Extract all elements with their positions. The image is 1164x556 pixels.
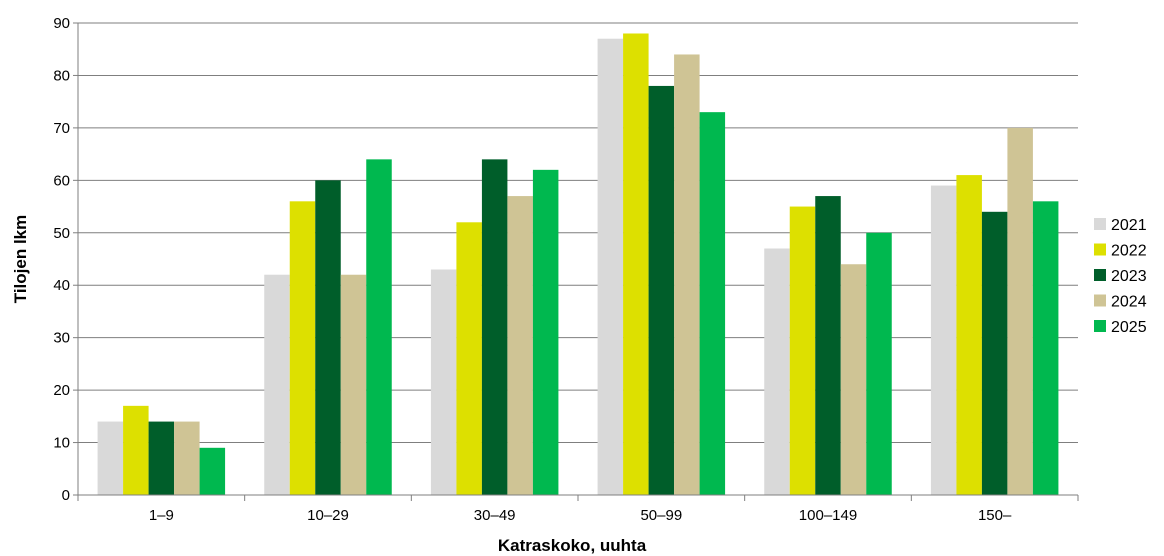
bar-2025-30–49	[532, 169, 559, 495]
y-tick-label: 0	[62, 487, 70, 504]
legend-label: 2024	[1111, 294, 1147, 311]
legend-swatch	[1094, 243, 1106, 256]
bar-2022-100–149	[789, 206, 816, 496]
bar-2023-100–149	[815, 196, 841, 496]
x-tick-label: 50–99	[640, 507, 682, 524]
y-tick-labels: 0 10 20 30 40 50 60 70 80 90	[53, 15, 70, 504]
bar-2024-30–49	[507, 196, 533, 496]
x-tick-label: 10–29	[307, 507, 349, 524]
bar-2021-10–29	[264, 274, 290, 495]
bar-2022-10–29	[289, 201, 316, 496]
axes	[73, 22, 1079, 501]
bar-2022-150–	[956, 175, 982, 496]
bar-2021-30–49	[430, 269, 457, 495]
y-tick-label: 50	[53, 225, 70, 242]
legend-swatch	[1094, 294, 1106, 307]
legend-swatch	[1094, 269, 1106, 281]
y-tick-label: 10	[53, 435, 70, 452]
y-tick-label: 70	[53, 120, 70, 137]
bar-2025-100–149	[866, 232, 892, 495]
bar-2023-50–99	[648, 85, 675, 495]
bar-2025-50–99	[699, 112, 726, 496]
bar-2025-1–9	[199, 447, 226, 495]
y-tick-label: 30	[53, 330, 70, 347]
y-tick-label: 40	[53, 277, 70, 294]
bar-2025-10–29	[366, 159, 392, 495]
bar-2024-10–29	[340, 274, 367, 495]
legend-label: 2022	[1111, 243, 1147, 260]
bar-2022-1–9	[123, 405, 149, 495]
legend-swatch	[1094, 218, 1106, 230]
bar-2024-1–9	[174, 421, 200, 495]
bar-2021-100–149	[764, 248, 790, 495]
y-tick-label: 80	[53, 67, 70, 84]
bar-2024-150–	[1007, 127, 1033, 495]
x-tick-label: 150–	[978, 507, 1012, 524]
bar-2021-50–99	[597, 38, 624, 495]
y-tick-label: 90	[53, 15, 70, 32]
bar-2021-1–9	[97, 421, 124, 495]
legend-label: 2023	[1111, 268, 1147, 285]
bar-2023-150–	[981, 211, 1008, 496]
legend-swatch	[1094, 320, 1106, 332]
bar-2025-150–	[1032, 201, 1059, 496]
legend: 2021 2022 2023 2024 2025	[1094, 217, 1147, 336]
legend-label: 2021	[1111, 217, 1147, 234]
bar-2024-100–149	[840, 264, 867, 495]
x-tick-label: 30–49	[474, 507, 516, 524]
bar-2023-10–29	[315, 180, 341, 496]
x-tick-label: 100–149	[799, 507, 857, 524]
bar-2021-150–	[930, 185, 957, 496]
bar-2024-50–99	[674, 54, 700, 495]
bar-2023-30–49	[481, 159, 508, 495]
y-tick-label: 20	[53, 382, 70, 399]
y-axis-title: Tilojen lkm	[11, 215, 30, 304]
legend-label: 2025	[1111, 319, 1147, 336]
x-tick-label: 1–9	[149, 507, 174, 524]
gridlines	[78, 22, 1078, 444]
x-tick-labels: 1–9 10–29 30–49 50–99 100–149 150–	[149, 507, 1012, 524]
x-axis-title: Katraskoko, uuhta	[498, 536, 647, 555]
y-tick-label: 60	[53, 172, 70, 189]
bar-2022-30–49	[456, 222, 482, 496]
bars	[97, 33, 1059, 496]
bar-2023-1–9	[148, 421, 175, 495]
bar-2022-50–99	[623, 33, 649, 495]
